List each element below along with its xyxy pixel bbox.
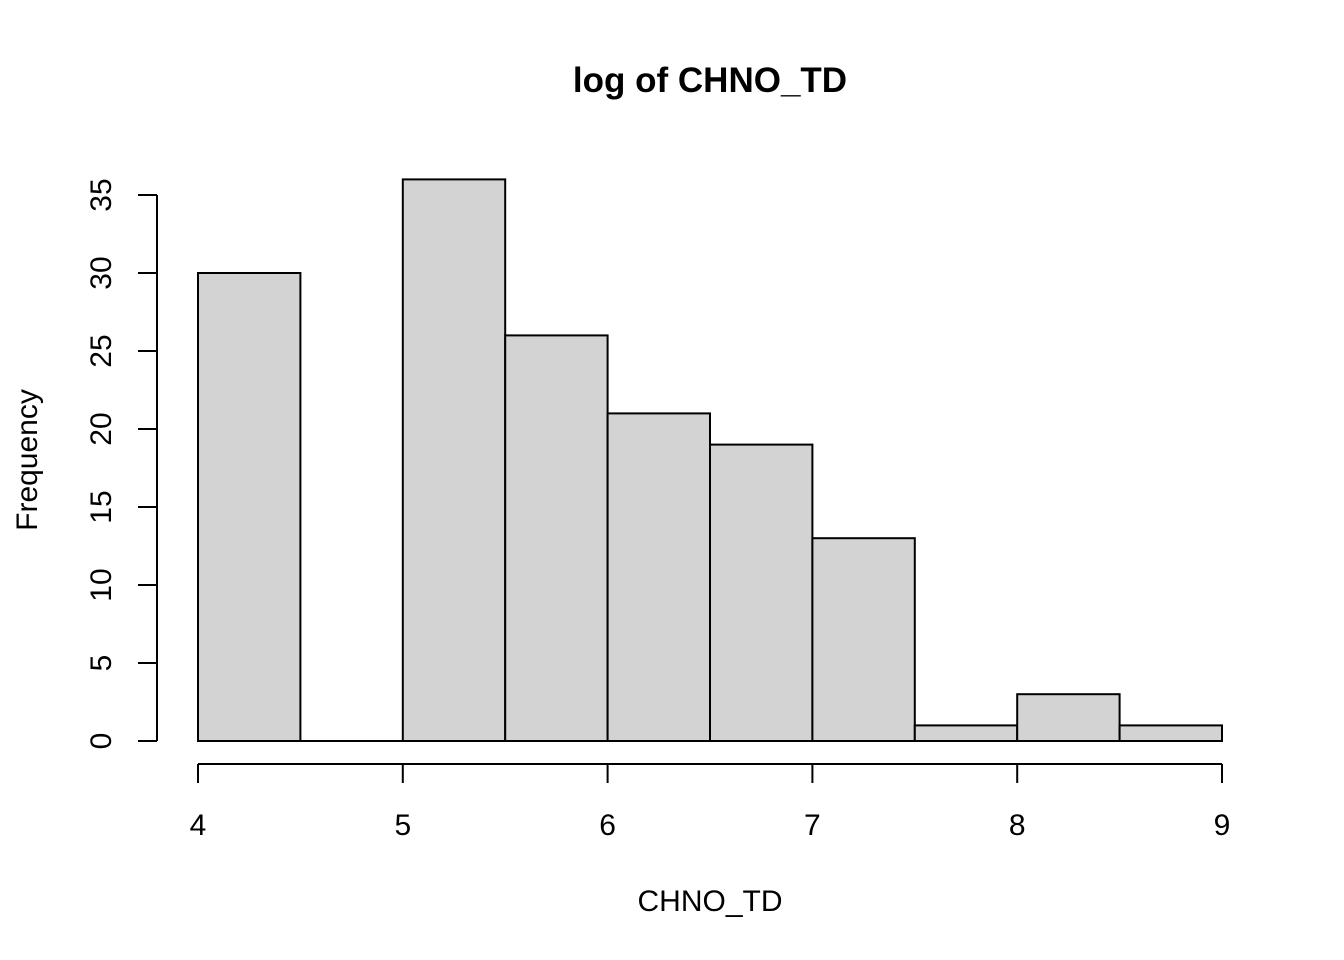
x-axis: 4 5 6 7 8 9 (190, 763, 1231, 842)
y-axis: 0 5 10 15 20 25 30 35 (85, 178, 158, 750)
x-tick-label-4: 4 (190, 809, 207, 842)
x-axis-label: CHNO_TD (637, 885, 782, 918)
y-axis-label: Frequency (11, 389, 44, 531)
histogram-bar-9 (1118, 724, 1223, 743)
x-tick-label-9: 9 (1214, 809, 1231, 842)
x-tick-label-5: 5 (394, 809, 411, 842)
x-tick-label-7: 7 (804, 809, 821, 842)
histogram-bar-6 (811, 537, 916, 743)
histogram-bar-0 (197, 272, 302, 742)
x-tick-label-8: 8 (1009, 809, 1026, 842)
histogram-bar-4 (606, 412, 711, 742)
y-tick-label-0: 0 (85, 733, 118, 750)
x-tick-label-6: 6 (599, 809, 616, 842)
y-tick-label-20: 20 (85, 412, 118, 445)
histogram-bar-8 (1016, 693, 1121, 743)
histogram-bars (197, 178, 1223, 743)
y-tick-label-5: 5 (85, 655, 118, 672)
y-tick-label-25: 25 (85, 334, 118, 367)
y-tick-label-35: 35 (85, 178, 118, 211)
y-tick-label-10: 10 (85, 568, 118, 601)
chart-title: log of CHNO_TD (573, 61, 847, 100)
histogram-bar-3 (504, 334, 609, 742)
histogram-bar-2 (401, 178, 507, 742)
histogram-bar-7 (913, 724, 1019, 743)
y-tick-label-15: 15 (85, 490, 118, 523)
histogram-bar-5 (709, 443, 814, 742)
y-tick-label-30: 30 (85, 256, 118, 289)
